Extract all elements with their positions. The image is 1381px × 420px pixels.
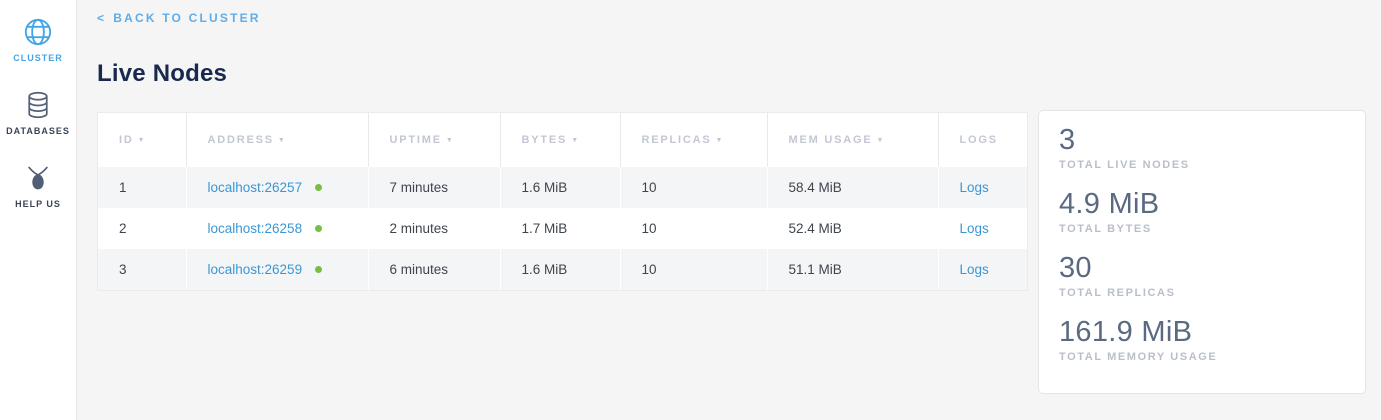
database-icon bbox=[24, 89, 52, 121]
sort-arrow-icon: ▼ bbox=[571, 137, 580, 144]
column-header-bytes[interactable]: BYTES ▼ bbox=[499, 113, 620, 167]
node-address-link[interactable]: localhost:26258 bbox=[207, 221, 303, 236]
node-mem-usage-cell: 51.1 MiB bbox=[766, 249, 938, 290]
node-uptime-cell: 7 minutes bbox=[367, 167, 500, 208]
node-bytes-cell: 1.7 MiB bbox=[499, 208, 620, 249]
summary-value: 3 bbox=[1059, 124, 1076, 156]
node-logs-cell: Logs bbox=[937, 167, 1027, 208]
summary-label: TOTAL MEMORY USAGE bbox=[1059, 351, 1218, 363]
node-id-cell: 2 bbox=[98, 208, 186, 249]
logs-link[interactable]: Logs bbox=[959, 221, 989, 236]
summary-value: 161.9 MiB bbox=[1059, 316, 1193, 348]
logs-link[interactable]: Logs bbox=[959, 262, 989, 277]
back-arrow-icon: < bbox=[97, 11, 107, 25]
node-address-cell: localhost:26259 bbox=[185, 249, 368, 290]
node-mem-usage-cell: 52.4 MiB bbox=[766, 208, 938, 249]
node-id-cell: 3 bbox=[98, 249, 186, 290]
node-bytes-cell: 1.6 MiB bbox=[499, 249, 620, 290]
node-id-cell: 1 bbox=[98, 167, 186, 208]
summary-total-live-nodes: 3 TOTAL LIVE NODES bbox=[1059, 123, 1345, 171]
summary-label: TOTAL LIVE NODES bbox=[1059, 159, 1190, 171]
summary-label: TOTAL BYTES bbox=[1059, 223, 1152, 235]
node-logs-cell: Logs bbox=[937, 249, 1027, 290]
node-logs-cell: Logs bbox=[937, 208, 1027, 249]
back-link-label: BACK TO CLUSTER bbox=[113, 11, 261, 25]
back-to-cluster-link[interactable]: < BACK TO CLUSTER bbox=[97, 11, 261, 25]
sort-arrow-icon: ▼ bbox=[445, 137, 455, 144]
node-bytes-cell: 1.6 MiB bbox=[499, 167, 620, 208]
sidebar-item-help-us[interactable]: HELP US bbox=[0, 162, 76, 209]
cluster-summary-panel: 3 TOTAL LIVE NODES 4.9 MiB TOTAL BYTES 3… bbox=[1038, 110, 1366, 394]
sidebar-item-cluster[interactable]: CLUSTER bbox=[0, 16, 76, 63]
sort-arrow-icon: ▼ bbox=[137, 137, 147, 144]
node-address-link[interactable]: localhost:26259 bbox=[207, 262, 303, 277]
column-header-address[interactable]: ADDRESS ▼ bbox=[185, 113, 368, 167]
column-header-mem-usage[interactable]: MEM USAGE ▼ bbox=[766, 113, 938, 167]
node-uptime-cell: 2 minutes bbox=[367, 208, 500, 249]
table-header-row: ID ▼ ADDRESS ▼ UPTIME ▼ BYTES ▼ REPLICAS ▼ ME… bbox=[98, 113, 1027, 167]
sidebar-item-label: DATABASES bbox=[6, 126, 70, 136]
live-nodes-table: ID ▼ ADDRESS ▼ UPTIME ▼ BYTES ▼ REPLICAS ▼ ME… bbox=[97, 112, 1028, 291]
column-header-uptime[interactable]: UPTIME ▼ bbox=[367, 113, 500, 167]
globe-icon bbox=[23, 16, 53, 48]
summary-value: 30 bbox=[1059, 252, 1092, 284]
sidebar-item-label: CLUSTER bbox=[13, 53, 63, 63]
sidebar-item-databases[interactable]: DATABASES bbox=[0, 89, 76, 136]
table-row: 1 localhost:26257 7 minutes 1.6 MiB 10 5… bbox=[98, 167, 1027, 208]
table-row: 2 localhost:26258 2 minutes 1.7 MiB 10 5… bbox=[98, 208, 1027, 249]
node-uptime-cell: 6 minutes bbox=[367, 249, 500, 290]
node-replicas-cell: 10 bbox=[619, 249, 767, 290]
node-address-link[interactable]: localhost:26257 bbox=[207, 180, 303, 195]
node-live-icon bbox=[314, 266, 322, 273]
node-replicas-cell: 10 bbox=[619, 167, 767, 208]
table-row: 3 localhost:26259 6 minutes 1.6 MiB 10 5… bbox=[98, 249, 1027, 290]
summary-total-bytes: 4.9 MiB TOTAL BYTES bbox=[1059, 187, 1345, 235]
node-address-cell: localhost:26257 bbox=[185, 167, 368, 208]
bug-icon bbox=[25, 162, 51, 194]
node-live-icon bbox=[314, 225, 322, 232]
node-mem-usage-cell: 58.4 MiB bbox=[766, 167, 938, 208]
sidebar: CLUSTER DATABASES HELP US bbox=[0, 0, 77, 420]
node-address-cell: localhost:26258 bbox=[185, 208, 368, 249]
summary-total-replicas: 30 TOTAL REPLICAS bbox=[1059, 251, 1345, 299]
summary-label: TOTAL REPLICAS bbox=[1059, 287, 1176, 299]
logs-link[interactable]: Logs bbox=[959, 180, 989, 195]
sidebar-item-label: HELP US bbox=[15, 199, 61, 209]
node-live-icon bbox=[314, 184, 322, 191]
column-header-id[interactable]: ID ▼ bbox=[98, 113, 186, 167]
summary-total-memory-usage: 161.9 MiB TOTAL MEMORY USAGE bbox=[1059, 315, 1345, 363]
sort-arrow-icon: ▼ bbox=[277, 137, 287, 144]
column-header-logs: LOGS bbox=[937, 113, 1027, 167]
sort-arrow-icon: ▼ bbox=[715, 137, 725, 144]
sort-arrow-icon: ▼ bbox=[876, 137, 886, 144]
page-title: Live Nodes bbox=[97, 60, 228, 87]
node-replicas-cell: 10 bbox=[619, 208, 767, 249]
column-header-replicas[interactable]: REPLICAS ▼ bbox=[619, 113, 767, 167]
summary-value: 4.9 MiB bbox=[1059, 188, 1160, 220]
